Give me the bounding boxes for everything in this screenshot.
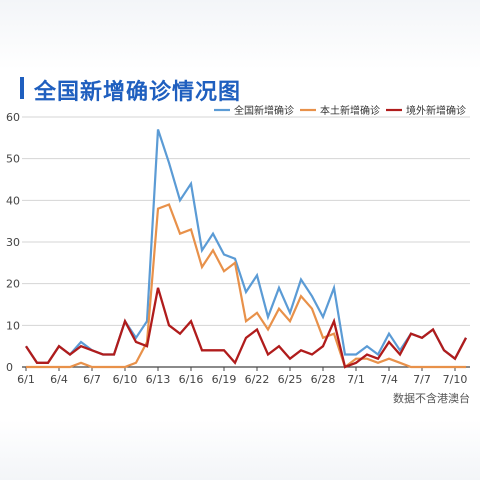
x-tick-7-7: 7/7 <box>413 373 431 386</box>
series-line-2 <box>26 203 466 369</box>
y-tick-30: 30 <box>6 236 20 249</box>
y-tick-50: 50 <box>6 153 20 166</box>
x-tick-7-1: 7/1 <box>347 373 365 386</box>
x-tick-6-7: 6/7 <box>83 373 101 386</box>
legend-label-3: 境外新增确诊 <box>406 104 466 117</box>
legend-label-2: 本土新增确诊 <box>320 104 380 117</box>
series-lines <box>25 129 468 369</box>
x-tick-6-13: 6/13 <box>146 373 171 386</box>
x-tick-6-1: 6/1 <box>17 373 35 386</box>
x-tick-7-10: 7/10 <box>443 373 468 386</box>
y-tick-0: 0 <box>6 361 13 374</box>
x-tick-6-16: 6/16 <box>179 373 204 386</box>
x-tick-labels: 6/1 6/4 6/7 6/10 6/13 6/16 6/19 6/22 6/25 6/28 7/1… <box>17 367 467 386</box>
y-tick-labels: 0 10 20 30 40 50 60 <box>6 111 20 374</box>
legend: 全国新增确诊 本土新增确诊 境外新增确诊 <box>214 104 466 117</box>
series-line-1 <box>25 129 467 364</box>
y-tick-60: 60 <box>6 111 20 124</box>
series-line-3 <box>25 287 468 369</box>
x-tick-6-4: 6/4 <box>50 373 68 386</box>
chart-title: 全国新增确诊情况图 <box>34 80 242 105</box>
x-tick-7-4: 7/4 <box>380 373 398 386</box>
y-tick-20: 20 <box>6 278 20 291</box>
title-accent-bar <box>20 77 24 99</box>
source-note: 数据不含港澳台 <box>393 391 470 405</box>
x-tick-6-28: 6/28 <box>311 373 336 386</box>
x-tick-6-25: 6/25 <box>278 373 303 386</box>
grid-lines <box>22 116 470 326</box>
x-tick-6-19: 6/19 <box>212 373 237 386</box>
legend-label-1: 全国新增确诊 <box>234 104 294 117</box>
x-tick-6-10: 6/10 <box>113 373 138 386</box>
y-tick-10: 10 <box>6 319 20 332</box>
y-tick-40: 40 <box>6 194 20 207</box>
x-tick-6-22: 6/22 <box>245 373 270 386</box>
